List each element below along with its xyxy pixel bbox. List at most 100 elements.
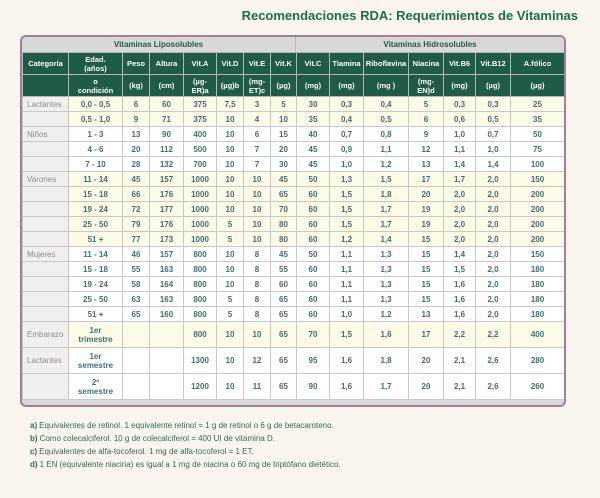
value-cell: 1,7 <box>363 373 409 400</box>
column-unit: (µg) <box>475 74 511 97</box>
value-cell: 45 <box>296 141 330 157</box>
category-cell: Lactantes <box>22 96 69 112</box>
value-cell <box>149 347 184 374</box>
value-cell: 30 <box>270 156 297 172</box>
value-cell: 132 <box>149 156 184 172</box>
value-cell: 2,0 <box>475 276 511 292</box>
value-cell: 70 <box>296 321 330 348</box>
value-cell: 10 <box>216 171 244 187</box>
category-cell <box>22 373 69 400</box>
table-row: Niños 1 - 3 13 90 400 10 6 15 40 0,7 0,8 9 1,0 0,7 50 <box>22 126 564 142</box>
value-cell: 75 <box>510 141 564 157</box>
value-cell: 164 <box>149 276 184 292</box>
value-cell: 60 <box>296 261 330 277</box>
table-group-header-band: Vitaminas Liposolubles Vitaminas Hidroso… <box>22 37 564 52</box>
value-cell: 35 <box>510 111 564 127</box>
value-cell: 6 <box>243 126 271 142</box>
age-cell: 1er trimestre <box>68 321 123 348</box>
age-cell: 0,0 - 0,5 <box>68 96 123 112</box>
value-cell: 1,5 <box>443 261 476 277</box>
value-cell: 2,1 <box>443 347 476 374</box>
value-cell: 2,6 <box>475 373 511 400</box>
table-row: 0,5 - 1,0 9 71 375 10 4 10 35 0,4 0,5 6 0,6 0,5 35 <box>22 111 564 127</box>
value-cell: 10 <box>216 186 244 202</box>
value-cell: 50 <box>510 126 564 142</box>
value-cell: 65 <box>270 321 297 348</box>
value-cell: 10 <box>243 171 271 187</box>
value-cell: 58 <box>122 276 150 292</box>
column-unit <box>22 74 69 97</box>
footnote-a-text: Equivalentes de retinol. 1 equivalente r… <box>39 421 334 430</box>
value-cell: 10 <box>216 111 244 127</box>
value-cell: 1,5 <box>329 216 364 232</box>
value-cell: 65 <box>270 347 297 374</box>
value-cell: 1,5 <box>363 171 409 187</box>
footnote-b-label: b) <box>30 434 38 443</box>
value-cell: 150 <box>510 246 564 262</box>
age-cell: 7 - 10 <box>68 156 123 172</box>
value-cell: 10 <box>243 186 271 202</box>
value-cell: 1,5 <box>329 186 364 202</box>
value-cell: 1,1 <box>443 141 476 157</box>
value-cell: 6 <box>122 96 150 112</box>
column-unit: (kg) <box>122 74 150 97</box>
value-cell: 90 <box>149 126 184 142</box>
value-cell: 8 <box>243 306 271 322</box>
table-row: 51 +77 173 1000 5 10 80 60 1,2 1,4 15 2,0 2,0 200 <box>22 231 564 247</box>
value-cell: 1000 <box>183 171 217 187</box>
value-cell: 0,3 <box>443 96 476 112</box>
table-body: Lactantes 0,0 - 0,5 6 60 375 7,5 3 5 30 0,3 0,4 5 0,… <box>22 96 564 400</box>
column-header: Vit.A <box>183 52 217 75</box>
value-cell: 2,0 <box>475 201 511 217</box>
footnote-b-text: Como colecalciferol. 10 g de colecalcife… <box>39 434 276 443</box>
value-cell: 20 <box>122 141 150 157</box>
value-cell: 2,0 <box>475 171 511 187</box>
value-cell: 500 <box>183 141 217 157</box>
value-cell: 15 <box>270 126 297 142</box>
value-cell: 5 <box>408 96 444 112</box>
value-cell: 72 <box>122 201 150 217</box>
value-cell: 1,8 <box>363 186 409 202</box>
column-header: Vit.E <box>243 52 271 75</box>
value-cell <box>122 347 150 374</box>
value-cell: 1,7 <box>443 171 476 187</box>
value-cell: 2,0 <box>475 216 511 232</box>
value-cell: 10 <box>216 321 244 348</box>
value-cell: 280 <box>510 347 564 374</box>
value-cell: 1,4 <box>443 246 476 262</box>
column-unit: (µg)b <box>216 74 244 97</box>
value-cell: 63 <box>122 291 150 307</box>
value-cell: 1,8 <box>363 347 409 374</box>
value-cell: 1300 <box>183 347 217 374</box>
category-cell: Mujeres <box>22 246 69 262</box>
column-unit: (mg) <box>443 74 476 97</box>
value-cell: 400 <box>183 126 217 142</box>
value-cell: 4 <box>243 111 271 127</box>
category-cell <box>22 306 69 322</box>
age-cell: 11 - 14 <box>68 246 123 262</box>
value-cell: 176 <box>149 186 184 202</box>
column-unit: (µg- ER)a <box>183 74 217 97</box>
value-cell: 2,2 <box>475 321 511 348</box>
value-cell: 60 <box>149 96 184 112</box>
value-cell: 2,0 <box>475 261 511 277</box>
value-cell: 5 <box>216 291 244 307</box>
value-cell: 800 <box>183 306 217 322</box>
column-header: Categoría <box>22 52 69 75</box>
value-cell: 10 <box>216 347 244 374</box>
value-cell: 77 <box>122 231 150 247</box>
value-cell: 13 <box>122 126 150 142</box>
value-cell: 800 <box>183 321 217 348</box>
value-cell: 15 <box>408 246 444 262</box>
value-cell: 1000 <box>183 186 217 202</box>
value-cell: 60 <box>296 231 330 247</box>
column-header: Edad. (años) <box>68 52 123 75</box>
value-cell: 1000 <box>183 201 217 217</box>
value-cell: 400 <box>510 321 564 348</box>
value-cell: 10 <box>243 321 271 348</box>
value-cell: 180 <box>510 306 564 322</box>
age-cell: 19 - 24 <box>68 201 123 217</box>
value-cell: 0,4 <box>363 96 409 112</box>
table-row: 7 - 10 28 132 700 10 7 30 45 1,0 1,2 13 1,4 1,4 100 <box>22 156 564 172</box>
table-row: 4 - 6 20 112 500 10 7 20 45 0,9 1,1 12 1,1 1,0 75 <box>22 141 564 157</box>
